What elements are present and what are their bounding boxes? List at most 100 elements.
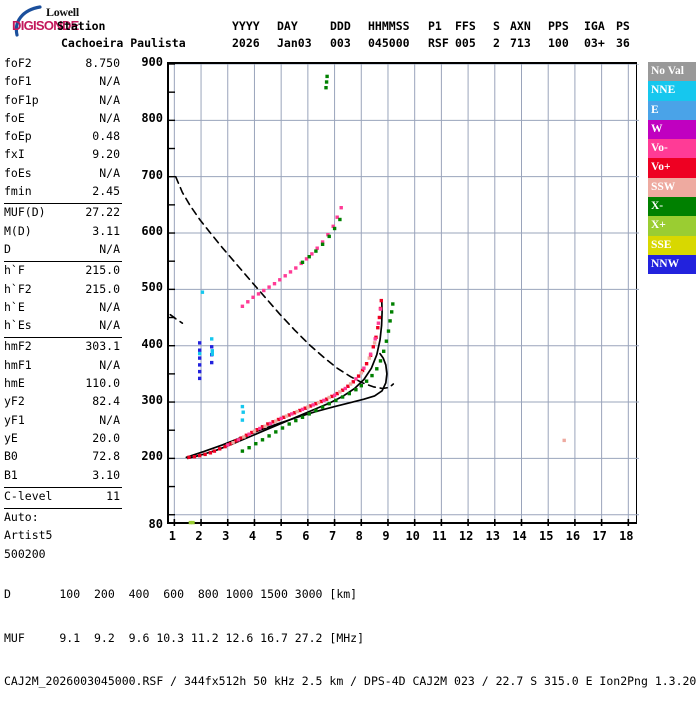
param-divider <box>4 508 122 510</box>
data-point <box>370 373 374 378</box>
data-point <box>375 367 379 371</box>
param-key-d: D <box>4 241 11 256</box>
param-row: foEp 0.48 <box>4 129 122 147</box>
header-label-p1: P1 <box>428 19 442 33</box>
data-point <box>210 360 214 365</box>
param-key-foep: foEp <box>4 129 32 144</box>
legend-item-no-val[interactable]: No Val <box>648 62 696 82</box>
param-key-m-d-: M(D) <box>4 223 32 238</box>
data-point <box>322 398 326 403</box>
param-key-h-es: h`Es <box>4 318 32 333</box>
legend-item-vo-[interactable]: Vo+ <box>648 158 696 178</box>
data-point <box>364 379 369 383</box>
param-key-ye: yE <box>4 430 18 445</box>
data-point <box>324 80 329 84</box>
data-point <box>348 382 353 386</box>
data-point <box>327 402 331 406</box>
legend-item-x-[interactable]: X+ <box>648 216 696 236</box>
param-key-hme: hmE <box>4 376 25 391</box>
data-point <box>210 345 214 349</box>
data-point <box>315 246 319 250</box>
data-point <box>320 405 325 409</box>
param-row: fmin 2.45 <box>4 184 122 202</box>
param-value-fmin: 2.45 <box>92 184 120 199</box>
param-value-hmf1: N/A <box>99 357 120 372</box>
legend-item-nnw[interactable]: NNW <box>648 254 696 275</box>
data-point <box>303 406 307 410</box>
header-value-ffs: 005 <box>455 36 476 50</box>
data-point <box>236 438 241 442</box>
x-axis-label: 4 <box>248 529 257 543</box>
data-point <box>210 352 214 356</box>
param-value-foep: 0.48 <box>92 129 120 144</box>
data-point <box>260 438 265 442</box>
y-axis-label: 300 <box>141 393 163 408</box>
data-point <box>371 345 375 349</box>
legend-item-e[interactable]: E <box>648 100 696 120</box>
header-label-ffs: FFS <box>455 19 476 33</box>
data-point <box>282 415 286 419</box>
data-point <box>306 405 310 409</box>
series-interference-spikes-nne <box>198 290 245 422</box>
data-point <box>198 376 202 381</box>
x-axis-label: 3 <box>222 529 230 543</box>
param-row: fxI 9.20 <box>4 147 122 165</box>
y-axis-label: 500 <box>141 280 163 295</box>
data-point <box>267 434 271 438</box>
data-point <box>274 430 278 434</box>
data-point <box>319 399 323 404</box>
data-point <box>335 391 339 396</box>
data-point <box>244 433 249 437</box>
data-point <box>320 242 325 246</box>
data-point <box>251 295 255 299</box>
header-value-day: Jan03 <box>277 36 312 50</box>
header-label-yyyy: YYYY <box>232 19 260 33</box>
legend-item-w[interactable]: W <box>648 119 696 140</box>
legend-item-x-[interactable]: X- <box>648 197 696 217</box>
data-point <box>300 415 305 419</box>
data-point <box>283 274 287 278</box>
data-point <box>231 440 235 445</box>
data-point <box>388 319 392 323</box>
data-point <box>239 436 243 440</box>
legend-item-sse[interactable]: SSE <box>648 235 696 255</box>
legend-item-ssw[interactable]: SSW <box>648 177 696 198</box>
data-point <box>241 410 245 414</box>
data-point <box>240 418 245 422</box>
param-value-fof2: 8.750 <box>85 56 120 70</box>
data-point <box>240 404 245 409</box>
data-point <box>332 393 337 397</box>
digisonde-logo: Lowell DIGISONDE <box>10 4 106 38</box>
data-point <box>266 422 270 426</box>
param-auto-code: 500200 <box>4 546 46 561</box>
param-value-m-d-: 3.11 <box>92 223 120 238</box>
data-point <box>198 351 202 356</box>
ionogram-chart: 80 200 300 400 500 600 700 800 900 1 2 3 4 5 6 7 8 9 10 11 1… <box>141 55 639 543</box>
plot-canvas <box>169 64 639 526</box>
header-value-yyyy: 2026 <box>232 36 260 50</box>
param-value-fof1: N/A <box>99 74 120 89</box>
data-point <box>391 302 395 306</box>
data-point <box>187 455 191 459</box>
data-point <box>314 249 318 253</box>
data-point <box>373 337 377 341</box>
data-point <box>330 394 334 399</box>
param-divider <box>4 203 122 205</box>
param-row: C-level 11 <box>4 489 122 507</box>
data-point <box>295 409 299 414</box>
series-interference-spikes-nnw <box>198 341 214 381</box>
param-row: foE N/A <box>4 111 122 129</box>
data-point <box>287 413 291 417</box>
data-point <box>327 395 331 400</box>
data-point <box>254 442 258 446</box>
data-point <box>310 252 314 256</box>
electron-density-profile-upper <box>186 300 383 460</box>
footer-file-row: CAJ2M_2026003045000.RSF / 344fx512h 50 k… <box>4 674 697 688</box>
param-key-muf-d-: MUF(D) <box>4 205 46 220</box>
legend-item-nne[interactable]: NNE <box>648 81 696 101</box>
param-key-h-f2: h`F2 <box>4 281 32 296</box>
param-row: foF1p N/A <box>4 93 122 111</box>
data-point <box>359 384 363 388</box>
data-point <box>292 411 297 415</box>
legend-item-vo-[interactable]: Vo- <box>648 139 696 159</box>
